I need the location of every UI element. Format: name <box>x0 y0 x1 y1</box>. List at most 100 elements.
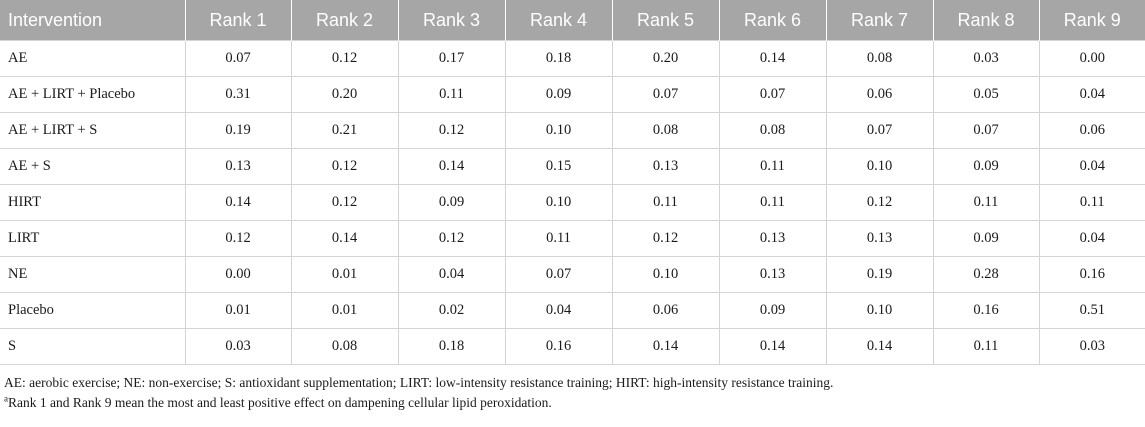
column-header: Rank 4 <box>504 0 612 41</box>
rank-value-cell: 0.10 <box>504 112 612 149</box>
table-row: Placebo 0.01 0.01 0.02 0.04 0.06 0.09 0.10 0.16 0… <box>0 292 1145 329</box>
rank-value-cell: 0.10 <box>504 184 612 221</box>
table-row: NE 0.00 0.01 0.04 0.07 0.10 0.13 0.19 0.28 0.16 <box>0 256 1145 293</box>
intervention-cell: HIRT <box>0 184 185 221</box>
rank-value-cell: 0.19 <box>184 112 291 149</box>
table-row: AE + LIRT + S 0.19 0.21 0.12 0.10 0.08 0.08 0.0… <box>0 112 1145 149</box>
table-container: Intervention Rank 1 Rank 2 Rank 3 Rank 4… <box>0 0 1145 413</box>
rank-value-cell: 0.16 <box>504 328 612 365</box>
rank-value-cell: 0.06 <box>611 292 719 329</box>
rank-value-cell: 0.00 <box>184 256 291 293</box>
rank-value-cell: 0.13 <box>611 148 719 185</box>
rank-value-cell: 0.12 <box>290 40 398 77</box>
rank-value-cell: 0.02 <box>397 292 505 329</box>
rank-value-cell: 0.12 <box>397 112 505 149</box>
rank-value-cell: 0.09 <box>504 76 612 113</box>
intervention-cell: AE + LIRT + Placebo <box>0 76 185 113</box>
rank-value-cell: 0.51 <box>1038 292 1145 329</box>
column-header: Rank 5 <box>611 0 719 41</box>
rank-value-cell: 0.10 <box>825 148 933 185</box>
table-row: LIRT 0.12 0.14 0.12 0.11 0.12 0.13 0.13 0.09 0.04 <box>0 220 1145 257</box>
rank-value-cell: 0.07 <box>932 112 1039 149</box>
rank-value-cell: 0.05 <box>932 76 1039 113</box>
table-row: AE 0.07 0.12 0.17 0.18 0.20 0.14 0.08 0.03 0.00 <box>0 40 1145 77</box>
rank-note: aRank 1 and Rank 9 mean the most and lea… <box>4 393 1141 413</box>
rank-value-cell: 0.11 <box>611 184 719 221</box>
rank-value-cell: 0.07 <box>718 76 826 113</box>
rank-value-cell: 0.12 <box>290 148 398 185</box>
rank-value-cell: 0.13 <box>825 220 933 257</box>
column-header: Rank 8 <box>932 0 1039 41</box>
rank-value-cell: 0.20 <box>611 40 719 77</box>
footnote-marker: a <box>4 393 8 404</box>
rank-value-cell: 0.04 <box>504 292 612 329</box>
rank-value-cell: 0.09 <box>932 220 1039 257</box>
rank-value-cell: 0.12 <box>290 184 398 221</box>
rank-value-cell: 0.12 <box>397 220 505 257</box>
rank-value-cell: 0.08 <box>290 328 398 365</box>
rank-probability-table: Intervention Rank 1 Rank 2 Rank 3 Rank 4… <box>0 0 1145 365</box>
rank-value-cell: 0.18 <box>504 40 612 77</box>
table-row: HIRT 0.14 0.12 0.09 0.10 0.11 0.11 0.12 0.11 0.11 <box>0 184 1145 221</box>
header-row: Intervention Rank 1 Rank 2 Rank 3 Rank 4… <box>0 0 1145 41</box>
rank-value-cell: 0.11 <box>1038 184 1145 221</box>
column-header: Rank 6 <box>718 0 826 41</box>
rank-value-cell: 0.09 <box>932 148 1039 185</box>
rank-value-cell: 0.04 <box>1038 76 1145 113</box>
table-row: S 0.03 0.08 0.18 0.16 0.14 0.14 0.14 0.11 0.03 <box>0 328 1145 365</box>
column-header: Rank 7 <box>825 0 933 41</box>
rank-note-text: Rank 1 and Rank 9 mean the most and leas… <box>8 395 552 410</box>
intervention-cell: AE <box>0 40 185 77</box>
rank-value-cell: 0.15 <box>504 148 612 185</box>
table-row: AE + LIRT + Placebo 0.31 0.20 0.11 0.09 0.07 0… <box>0 76 1145 113</box>
column-header: Rank 3 <box>397 0 505 41</box>
rank-value-cell: 0.11 <box>718 148 826 185</box>
rank-value-cell: 0.14 <box>397 148 505 185</box>
rank-value-cell: 0.09 <box>397 184 505 221</box>
intervention-cell: NE <box>0 256 185 293</box>
rank-value-cell: 0.14 <box>184 184 291 221</box>
rank-value-cell: 0.07 <box>825 112 933 149</box>
abbreviations-note: AE: aerobic exercise; NE: non-exercise; … <box>4 375 834 390</box>
rank-value-cell: 0.14 <box>718 328 826 365</box>
rank-value-cell: 0.03 <box>184 328 291 365</box>
column-header: Intervention <box>0 0 185 41</box>
rank-value-cell: 0.20 <box>290 76 398 113</box>
rank-value-cell: 0.11 <box>932 184 1039 221</box>
rank-value-cell: 0.07 <box>611 76 719 113</box>
column-header: Rank 1 <box>184 0 291 41</box>
table-row: AE + S 0.13 0.12 0.14 0.15 0.13 0.11 0.10 0.09 0.… <box>0 148 1145 185</box>
rank-value-cell: 0.31 <box>184 76 291 113</box>
rank-value-cell: 0.07 <box>504 256 612 293</box>
rank-value-cell: 0.03 <box>1038 328 1145 365</box>
rank-value-cell: 0.12 <box>611 220 719 257</box>
column-header: Rank 2 <box>290 0 398 41</box>
rank-value-cell: 0.14 <box>290 220 398 257</box>
rank-value-cell: 0.04 <box>1038 220 1145 257</box>
rank-value-cell: 0.13 <box>718 256 826 293</box>
rank-value-cell: 0.13 <box>718 220 826 257</box>
intervention-cell: AE + LIRT + S <box>0 112 185 149</box>
rank-value-cell: 0.16 <box>1038 256 1145 293</box>
rank-value-cell: 0.11 <box>397 76 505 113</box>
rank-value-cell: 0.10 <box>611 256 719 293</box>
rank-value-cell: 0.11 <box>504 220 612 257</box>
rank-value-cell: 0.14 <box>825 328 933 365</box>
rank-value-cell: 0.01 <box>290 256 398 293</box>
rank-value-cell: 0.17 <box>397 40 505 77</box>
rank-value-cell: 0.11 <box>932 328 1039 365</box>
column-header: Rank 9 <box>1038 0 1145 41</box>
rank-value-cell: 0.28 <box>932 256 1039 293</box>
rank-value-cell: 0.14 <box>611 328 719 365</box>
rank-value-cell: 0.07 <box>184 40 291 77</box>
intervention-cell: Placebo <box>0 292 185 329</box>
intervention-cell: S <box>0 328 185 365</box>
rank-value-cell: 0.03 <box>932 40 1039 77</box>
rank-value-cell: 0.10 <box>825 292 933 329</box>
rank-value-cell: 0.12 <box>825 184 933 221</box>
rank-value-cell: 0.16 <box>932 292 1039 329</box>
rank-value-cell: 0.09 <box>718 292 826 329</box>
rank-value-cell: 0.14 <box>718 40 826 77</box>
rank-value-cell: 0.13 <box>184 148 291 185</box>
rank-value-cell: 0.04 <box>1038 148 1145 185</box>
